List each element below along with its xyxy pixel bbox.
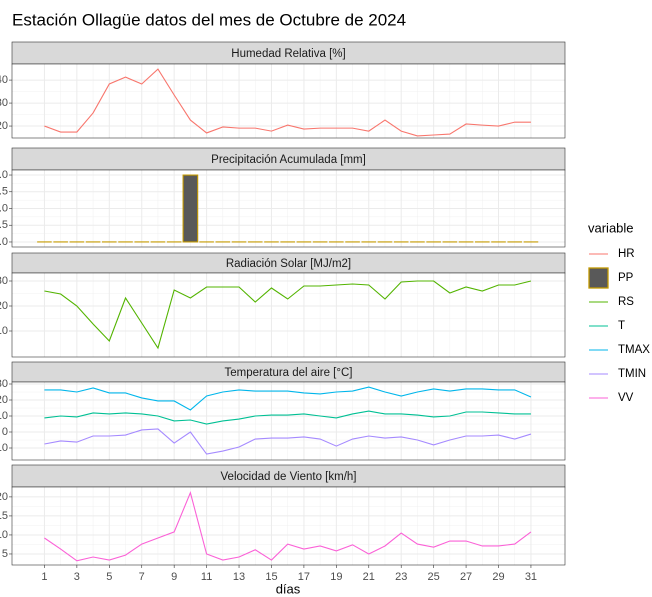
legend-title: variable (588, 220, 634, 235)
y-tick-label: 20 (0, 491, 8, 503)
panel-border (11, 63, 566, 139)
y-tick-label: 30 (0, 378, 8, 390)
y-tick-label: 10 (0, 325, 8, 337)
y-tick-label: 20 (0, 394, 8, 406)
bar (182, 174, 199, 243)
y-tick-label: 10.0 (0, 169, 8, 181)
y-tick-label: 40 (0, 74, 8, 86)
data-line (44, 410, 531, 425)
y-tick-label: 30 (0, 97, 8, 109)
legend-label: PP (618, 272, 634, 284)
legend-label: VV (618, 392, 634, 404)
y-tick-label: 5 (2, 548, 8, 560)
x-tick-label: 7 (139, 571, 145, 583)
panel-background (12, 273, 565, 357)
panel-background (12, 487, 565, 565)
chart-title: Estación Ollagüe datos del mes de Octubr… (12, 10, 406, 29)
legend-label: RS (618, 296, 634, 308)
data-line (44, 68, 531, 137)
strip-title: Precipitación Acumulada [mm] (211, 154, 366, 166)
data-line (44, 386, 532, 411)
x-tick-label: 1 (41, 571, 47, 583)
y-tick-label: 10 (0, 529, 8, 541)
y-tick-label: 5.0 (0, 202, 8, 214)
legend-label: TMIN (618, 368, 646, 380)
x-tick-label: 31 (525, 571, 537, 583)
x-tick-label: 5 (106, 571, 112, 583)
y-tick-label: 0 (2, 426, 8, 438)
y-tick-label: 15 (0, 510, 8, 522)
panel-border (11, 272, 566, 358)
x-tick-label: 9 (171, 571, 177, 583)
data-line (44, 490, 532, 562)
y-tick-label: 0.0 (0, 236, 8, 248)
x-tick-label: 17 (298, 571, 310, 583)
panel-border (11, 486, 566, 566)
y-tick-label: -10 (0, 442, 8, 454)
y-tick-label: 30 (0, 275, 8, 287)
x-tick-label: 13 (233, 571, 245, 583)
panel-background (12, 382, 565, 460)
data-line (44, 280, 532, 350)
strip-title: Humedad Relativa [%] (231, 48, 345, 60)
y-tick-label: 7.5 (0, 186, 8, 198)
legend-label: T (618, 320, 625, 332)
x-tick-label: 27 (460, 571, 472, 583)
x-tick-label: 3 (74, 571, 80, 583)
x-tick-label: 19 (330, 571, 342, 583)
strip-title: Velocidad de Viento [km/h] (221, 471, 357, 483)
strip-title: Temperatura del aire [°C] (225, 367, 353, 379)
x-tick-label: 25 (428, 571, 440, 583)
y-tick-label: 10 (0, 410, 8, 422)
legend-label: HR (618, 248, 635, 260)
legend-label: TMAX (618, 344, 650, 356)
x-axis-title: días (276, 581, 301, 596)
y-tick-label: 2.5 (0, 219, 8, 231)
legend-key (588, 267, 609, 289)
y-tick-label: 20 (0, 300, 8, 312)
y-tick-label: 20 (0, 120, 8, 132)
x-tick-label: 21 (363, 571, 375, 583)
strip-title: Radiación Solar [MJ/m2] (226, 258, 351, 270)
x-tick-label: 29 (492, 571, 504, 583)
panel-border (11, 169, 566, 248)
x-tick-label: 15 (265, 571, 277, 583)
x-tick-label: 11 (201, 571, 212, 583)
panel-border (11, 381, 566, 461)
x-tick-label: 23 (395, 571, 407, 583)
data-line (44, 428, 532, 455)
